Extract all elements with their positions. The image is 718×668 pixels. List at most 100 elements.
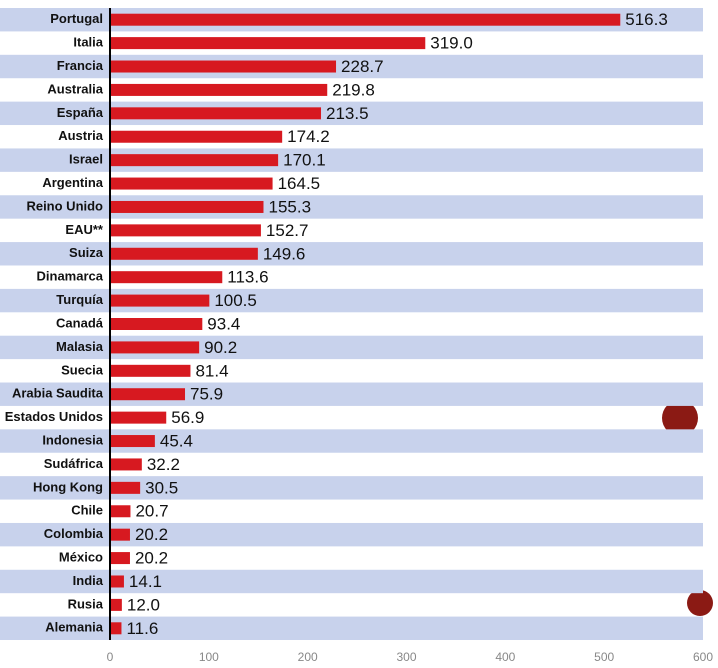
row-band	[0, 148, 703, 171]
bar	[110, 131, 282, 143]
x-tick-label: 400	[495, 650, 515, 664]
value-label: 164.5	[278, 174, 321, 193]
x-tick-label: 500	[594, 650, 614, 664]
value-label: 56.9	[171, 408, 204, 427]
category-label: México	[59, 550, 103, 565]
row-band	[0, 195, 703, 218]
category-label: Francia	[57, 58, 104, 73]
bar	[110, 37, 425, 49]
bar	[110, 365, 190, 377]
value-label: 152.7	[266, 221, 309, 240]
value-label: 12.0	[127, 595, 160, 614]
value-label: 516.3	[625, 10, 668, 29]
value-label: 219.8	[332, 80, 375, 99]
category-label: Turquía	[56, 292, 103, 307]
row-band	[0, 570, 703, 593]
category-label: Hong Kong	[33, 479, 103, 494]
category-label: Rusia	[68, 596, 104, 611]
category-label: Portugal	[50, 11, 103, 26]
row-band	[0, 523, 703, 546]
value-label: 170.1	[283, 151, 326, 170]
value-label: 20.7	[135, 502, 168, 521]
row-band	[0, 429, 703, 452]
value-label: 11.6	[126, 619, 158, 638]
value-label: 45.4	[160, 432, 193, 451]
bar	[110, 248, 258, 260]
value-label: 30.5	[145, 478, 178, 497]
row-band	[0, 617, 703, 640]
bar	[110, 14, 620, 26]
bar	[110, 201, 263, 213]
row-band	[0, 476, 703, 499]
value-label: 90.2	[204, 338, 237, 357]
category-label: Israel	[69, 152, 103, 167]
value-label: 155.3	[268, 197, 311, 216]
value-label: 20.2	[135, 525, 168, 544]
x-tick-label: 600	[693, 650, 713, 664]
category-label: Sudáfrica	[44, 456, 104, 471]
row-band	[0, 336, 703, 359]
bar	[110, 295, 209, 307]
bar	[110, 341, 199, 353]
category-label: Argentina	[42, 175, 103, 190]
category-label: India	[73, 573, 104, 588]
category-label: Arabia Saudita	[12, 386, 104, 401]
category-label: Chile	[71, 503, 103, 518]
bar	[110, 575, 124, 587]
category-label: Reino Unido	[26, 198, 103, 213]
category-label: Suecia	[61, 362, 104, 377]
category-label: Malasia	[56, 339, 104, 354]
bar	[110, 178, 273, 190]
chart: 0 100 200 300 400 500 600 Portugal 516.3 Italia 31…	[0, 0, 718, 668]
bar	[110, 505, 130, 517]
value-label: 213.5	[326, 104, 369, 123]
category-label: EAU**	[65, 222, 104, 237]
category-label: Estados Unidos	[5, 409, 103, 424]
value-label: 93.4	[207, 314, 240, 333]
bar	[110, 154, 278, 166]
value-label: 174.2	[287, 127, 330, 146]
bar	[110, 318, 202, 330]
category-label: Colombia	[44, 526, 104, 541]
x-tick-label: 100	[199, 650, 219, 664]
value-label: 14.1	[129, 572, 162, 591]
category-label: España	[57, 105, 104, 120]
bar	[110, 388, 185, 400]
bar	[110, 552, 130, 564]
category-label: Austria	[58, 128, 104, 143]
category-label: Indonesia	[42, 432, 103, 447]
value-label: 228.7	[341, 57, 384, 76]
x-tick-label: 300	[396, 650, 416, 664]
bar	[110, 61, 336, 73]
category-label: Alemania	[45, 620, 104, 635]
value-label: 20.2	[135, 549, 168, 568]
value-label: 113.6	[227, 268, 268, 287]
bar	[110, 107, 321, 119]
x-tick-label: 200	[298, 650, 318, 664]
value-label: 32.2	[147, 455, 180, 474]
bar	[110, 435, 155, 447]
row-band	[0, 242, 703, 265]
category-label: Suiza	[69, 245, 104, 260]
value-label: 149.6	[263, 244, 306, 263]
row-band	[0, 289, 703, 312]
category-label: Canadá	[56, 315, 104, 330]
bar	[110, 224, 261, 236]
bar	[110, 271, 222, 283]
value-label: 100.5	[214, 291, 257, 310]
category-label: Dinamarca	[37, 269, 104, 284]
value-label: 75.9	[190, 385, 223, 404]
bar	[110, 622, 121, 634]
value-label: 319.0	[430, 34, 473, 53]
category-label: Italia	[73, 35, 103, 50]
value-label: 81.4	[195, 361, 228, 380]
bar	[110, 458, 142, 470]
bar	[110, 482, 140, 494]
x-tick-label: 0	[107, 650, 114, 664]
row-band	[0, 383, 703, 406]
bar	[110, 529, 130, 541]
bar	[110, 412, 166, 424]
bar	[110, 599, 122, 611]
bar	[110, 84, 327, 96]
category-label: Australia	[47, 81, 103, 96]
